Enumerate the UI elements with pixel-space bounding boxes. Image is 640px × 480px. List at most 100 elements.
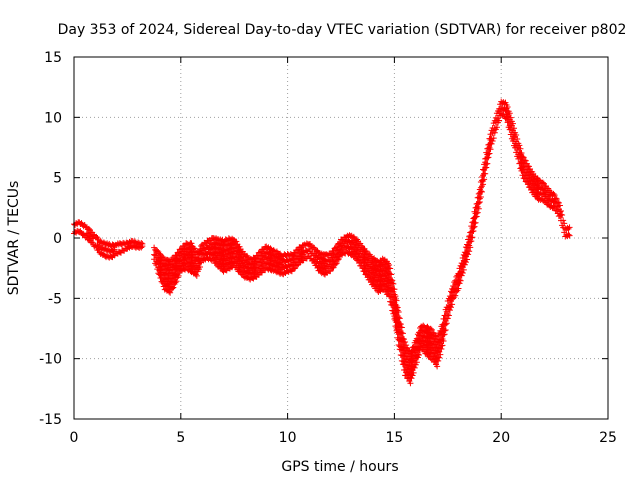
data-point: [444, 311, 451, 318]
data-point: [233, 238, 240, 245]
data-point: [172, 279, 179, 286]
data-point: [565, 225, 572, 232]
data-point: [438, 328, 445, 335]
data-point: [386, 262, 393, 269]
data-point: [427, 325, 434, 332]
data-point: [507, 114, 514, 121]
data-point: [440, 338, 447, 345]
data-point: [518, 150, 525, 157]
data-point: [469, 234, 476, 241]
data-point: [193, 272, 200, 279]
data-point: [414, 351, 421, 358]
data-point: [525, 163, 532, 170]
data-point: [470, 224, 477, 231]
data-point: [294, 262, 301, 269]
data-point: [514, 136, 521, 143]
data-point: [398, 324, 405, 331]
data-point: [467, 244, 474, 251]
data-point: [278, 261, 285, 268]
data-point: [546, 193, 553, 200]
data-point: [292, 265, 299, 272]
data-point: [167, 289, 174, 296]
data-point: [555, 199, 562, 206]
data-point: [449, 301, 456, 308]
x-tick-label: 0: [70, 430, 79, 446]
data-point: [558, 207, 565, 214]
data-point: [448, 304, 455, 311]
data-point: [553, 196, 560, 203]
data-point: [80, 231, 87, 238]
chart-title: Day 353 of 2024, Sidereal Day-to-day VTE…: [58, 22, 627, 38]
data-point: [457, 277, 464, 284]
x-tick-label: 10: [279, 430, 297, 446]
data-point: [399, 330, 406, 337]
data-point: [192, 271, 199, 278]
data-point: [442, 326, 449, 333]
x-tick-label: 25: [599, 430, 617, 446]
data-point: [169, 285, 176, 292]
data-point: [327, 268, 334, 275]
data-point: [552, 195, 559, 202]
data-point: [486, 150, 493, 157]
data-point: [455, 285, 462, 292]
data-point: [487, 146, 494, 153]
data-point: [488, 140, 495, 147]
data-point: [333, 260, 340, 267]
data-point: [477, 193, 484, 200]
data-point: [459, 269, 466, 276]
data-point: [390, 280, 397, 287]
data-point: [413, 359, 420, 366]
data-point: [522, 157, 529, 164]
data-point: [388, 276, 395, 283]
data-point: [409, 372, 416, 379]
data-point: [387, 265, 394, 272]
data-point: [428, 326, 435, 333]
data-point: [460, 266, 467, 273]
data-point: [438, 342, 445, 349]
x-axis-label: GPS time / hours: [281, 459, 398, 475]
data-point: [410, 369, 417, 376]
data-point: [478, 188, 485, 195]
data-point: [475, 205, 482, 212]
data-point: [139, 240, 146, 247]
data-point: [437, 351, 444, 358]
data-points: [71, 98, 573, 387]
y-tick-label: -5: [48, 291, 62, 307]
data-point: [389, 277, 396, 284]
data-point: [513, 131, 520, 138]
data-point: [556, 202, 563, 209]
data-point: [475, 200, 482, 207]
data-point: [388, 271, 395, 278]
data-point: [434, 363, 441, 370]
data-point: [173, 278, 180, 285]
data-point: [256, 249, 263, 256]
axis-ticks: 0 5 10 15 20 25 -15 -10 -5 0 5 10 15: [39, 50, 617, 446]
data-point: [93, 233, 100, 240]
data-point: [190, 245, 197, 252]
data-point: [551, 192, 558, 199]
data-point: [561, 220, 568, 227]
data-point: [566, 224, 573, 231]
data-point: [335, 255, 342, 262]
data-point: [550, 190, 557, 197]
y-tick-label: -10: [39, 352, 62, 368]
data-point: [403, 342, 410, 349]
data-point: [191, 245, 198, 252]
data-point: [197, 263, 204, 270]
data-point: [490, 135, 497, 142]
data-point: [387, 270, 394, 277]
data-point: [482, 170, 489, 177]
data-point: [436, 354, 443, 361]
data-point: [451, 294, 458, 301]
data-point: [402, 339, 409, 346]
data-point: [392, 293, 399, 300]
data-point: [462, 259, 469, 266]
data-point: [394, 304, 401, 311]
data-point: [407, 380, 414, 387]
data-point: [464, 256, 471, 263]
data-point: [188, 240, 195, 247]
data-point: [554, 199, 561, 206]
y-tick-label: 5: [53, 171, 62, 187]
data-point: [440, 331, 447, 338]
